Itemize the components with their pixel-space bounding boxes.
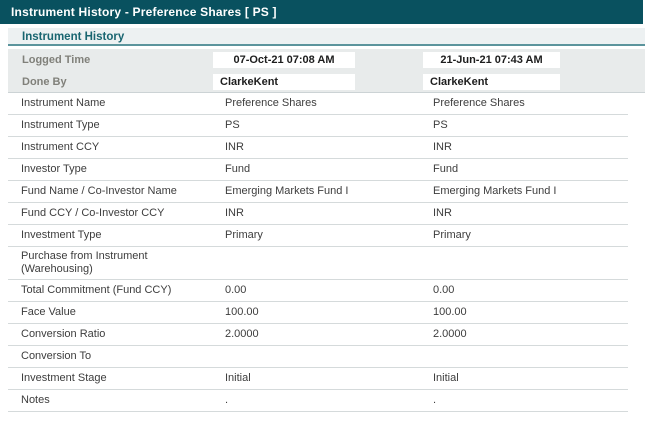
table-row: Investment Stage Initial Initial — [8, 368, 628, 390]
row-label: Face Value — [21, 306, 76, 318]
done-by-label: Done By — [22, 76, 67, 88]
table-row: Conversion Ratio 2.0000 2.0000 — [8, 324, 628, 346]
row-label: Investment Stage — [21, 372, 107, 384]
row-value-2: INR — [433, 207, 452, 219]
row-value-1: Preference Shares — [225, 97, 317, 109]
table-row: Investment Type Primary Primary — [8, 225, 628, 247]
row-value-1: Primary — [225, 229, 263, 241]
section-header: Instrument History — [8, 28, 645, 46]
row-label: Total Commitment (Fund CCY) — [21, 284, 172, 296]
logged-meta-panel: Logged Time 07-Oct-21 07:08 AM 21-Jun-21… — [8, 49, 645, 93]
done-by-value-1[interactable]: ClarkeKent — [213, 74, 355, 90]
done-by-value-2[interactable]: ClarkeKent — [423, 74, 560, 90]
logged-time-label: Logged Time — [22, 54, 91, 66]
table-row: Investor Type Fund Fund — [8, 159, 628, 181]
row-label: Notes — [21, 394, 50, 406]
table-row: Face Value 100.00 100.00 — [8, 302, 628, 324]
table-row: Fund Name / Co-Investor Name Emerging Ma… — [8, 181, 628, 203]
history-comparison-table: Instrument Name Preference Shares Prefer… — [8, 93, 628, 412]
row-value-2: 0.00 — [433, 284, 455, 296]
page-title: Instrument History - Preference Shares [… — [11, 5, 277, 19]
table-row: Notes . . — [8, 390, 628, 412]
row-label: Instrument CCY — [21, 141, 100, 153]
row-value-1: INR — [225, 141, 244, 153]
table-row: Purchase from Instrument (Warehousing) — [8, 247, 628, 280]
row-value-1: 2.0000 — [225, 328, 259, 340]
row-value-1: PS — [225, 119, 240, 131]
row-label: Instrument Name — [21, 97, 106, 109]
row-value-2: . — [433, 394, 437, 406]
window-title-bar: Instrument History - Preference Shares [… — [0, 0, 643, 24]
row-value-1: Fund — [225, 163, 251, 175]
row-value-1: 0.00 — [225, 284, 247, 296]
row-label: Fund Name / Co-Investor Name — [21, 185, 177, 197]
row-value-1: Emerging Markets Fund I — [225, 185, 349, 197]
row-label: Conversion To — [21, 350, 92, 362]
row-value-1 — [212, 260, 420, 266]
row-value-2: Fund — [433, 163, 459, 175]
row-label: Investor Type — [21, 163, 87, 175]
row-value-2 — [420, 354, 628, 360]
row-value-2: PS — [433, 119, 448, 131]
table-row: Conversion To — [8, 346, 628, 368]
row-value-2: 2.0000 — [433, 328, 467, 340]
row-value-1: Initial — [225, 372, 251, 384]
row-label: Instrument Type — [21, 119, 100, 131]
row-value-2: INR — [433, 141, 452, 153]
row-value-1: INR — [225, 207, 244, 219]
row-value-2: Emerging Markets Fund I — [433, 185, 557, 197]
table-row: Total Commitment (Fund CCY) 0.00 0.00 — [8, 280, 628, 302]
logged-time-value-2[interactable]: 21-Jun-21 07:43 AM — [423, 52, 560, 68]
row-value-1 — [212, 354, 420, 360]
row-value-1: 100.00 — [225, 306, 259, 318]
table-row: Instrument Type PS PS — [8, 115, 628, 137]
row-value-2: 100.00 — [433, 306, 467, 318]
row-value-2: Initial — [433, 372, 459, 384]
row-label: Conversion Ratio — [21, 328, 106, 340]
row-label: Fund CCY / Co-Investor CCY — [21, 207, 165, 219]
row-value-2: Preference Shares — [433, 97, 525, 109]
row-value-2 — [420, 260, 628, 266]
row-label: Investment Type — [21, 229, 102, 241]
logged-time-value-1[interactable]: 07-Oct-21 07:08 AM — [213, 52, 355, 68]
done-by-row: Done By ClarkeKent ClarkeKent — [8, 71, 645, 93]
row-value-1: . — [225, 394, 229, 406]
row-value-2: Primary — [433, 229, 471, 241]
table-row: Fund CCY / Co-Investor CCY INR INR — [8, 203, 628, 225]
section-title: Instrument History — [22, 31, 125, 43]
logged-time-row: Logged Time 07-Oct-21 07:08 AM 21-Jun-21… — [8, 49, 645, 71]
table-row: Instrument Name Preference Shares Prefer… — [8, 93, 628, 115]
row-label: Purchase from Instrument (Warehousing) — [21, 250, 148, 275]
table-row: Instrument CCY INR INR — [8, 137, 628, 159]
